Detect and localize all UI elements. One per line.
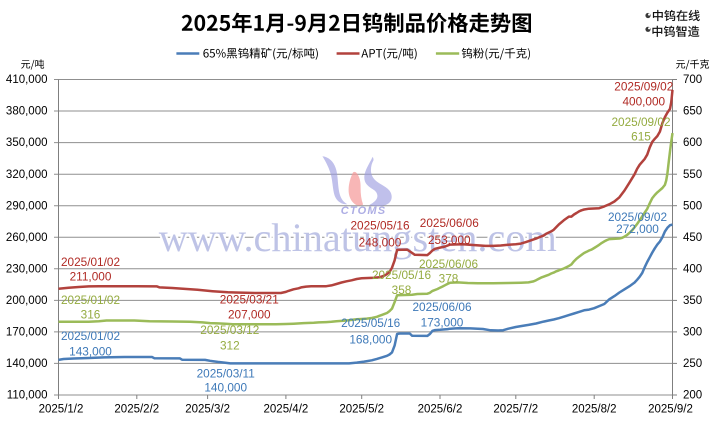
- svg-text:272,000: 272,000: [616, 222, 659, 236]
- svg-text:2025/2/2: 2025/2/2: [114, 404, 159, 416]
- svg-text:www.chinatungsten.com: www.chinatungsten.com: [159, 215, 557, 260]
- svg-text:700: 700: [683, 74, 702, 86]
- svg-text:2025/5/2: 2025/5/2: [339, 404, 384, 416]
- svg-text:2025/7/2: 2025/7/2: [493, 404, 538, 416]
- svg-text:550: 550: [683, 169, 702, 181]
- svg-text:2025/05/16: 2025/05/16: [350, 218, 409, 232]
- svg-text:2025/06/06: 2025/06/06: [419, 257, 478, 271]
- svg-text:300: 300: [683, 327, 702, 339]
- svg-text:2025/4/2: 2025/4/2: [264, 404, 309, 416]
- svg-text:200,000: 200,000: [6, 295, 48, 307]
- svg-text:316: 316: [81, 308, 101, 322]
- svg-text:2025/03/21: 2025/03/21: [220, 293, 279, 307]
- svg-text:CTOMS: CTOMS: [341, 205, 387, 217]
- svg-text:2025/9/2: 2025/9/2: [648, 404, 693, 416]
- svg-text:2025/09/02: 2025/09/02: [614, 79, 673, 93]
- svg-text:2025/03/11: 2025/03/11: [197, 367, 255, 381]
- svg-text:378: 378: [439, 271, 459, 285]
- svg-text:358: 358: [392, 283, 412, 297]
- svg-text:140,000: 140,000: [204, 380, 247, 394]
- svg-text:2025/05/16: 2025/05/16: [341, 316, 400, 330]
- svg-text:650: 650: [683, 106, 702, 118]
- svg-text:253,000: 253,000: [428, 233, 471, 247]
- svg-text:140,000: 140,000: [6, 358, 48, 370]
- svg-text:211,000: 211,000: [70, 270, 112, 284]
- svg-text:2025/6/2: 2025/6/2: [418, 404, 463, 416]
- svg-text:350: 350: [683, 295, 702, 307]
- svg-text:380,000: 380,000: [6, 106, 48, 118]
- svg-text:312: 312: [220, 338, 240, 352]
- svg-text:248,000: 248,000: [359, 235, 402, 249]
- svg-text:400,000: 400,000: [622, 95, 665, 109]
- svg-text:450: 450: [683, 232, 702, 244]
- svg-text:400: 400: [683, 263, 702, 275]
- svg-text:230,000: 230,000: [6, 263, 48, 275]
- svg-text:207,000: 207,000: [228, 307, 271, 321]
- svg-text:2025/03/12: 2025/03/12: [200, 323, 259, 337]
- svg-text:500: 500: [683, 200, 702, 212]
- svg-text:143,000: 143,000: [69, 345, 112, 359]
- svg-text:2025/1/2: 2025/1/2: [39, 404, 84, 416]
- svg-text:2025/3/2: 2025/3/2: [185, 404, 230, 416]
- svg-text:260,000: 260,000: [6, 232, 48, 244]
- svg-text:410,000: 410,000: [6, 74, 48, 86]
- svg-text:173,000: 173,000: [421, 315, 464, 329]
- svg-text:2025/01/02: 2025/01/02: [61, 293, 120, 307]
- svg-text:2025/06/06: 2025/06/06: [412, 300, 471, 314]
- svg-text:2025/09/02: 2025/09/02: [611, 115, 670, 129]
- svg-text:2025/09/02: 2025/09/02: [608, 210, 667, 224]
- svg-text:110,000: 110,000: [7, 390, 48, 402]
- svg-text:320,000: 320,000: [6, 169, 48, 181]
- svg-text:2025/01/02: 2025/01/02: [61, 255, 120, 269]
- svg-text:250: 250: [683, 358, 702, 370]
- svg-text:350,000: 350,000: [6, 137, 48, 149]
- svg-text:2025/01/02: 2025/01/02: [61, 329, 120, 343]
- svg-text:600: 600: [683, 137, 702, 149]
- svg-text:168,000: 168,000: [349, 333, 392, 347]
- svg-text:2025/06/06: 2025/06/06: [420, 216, 479, 230]
- svg-text:170,000: 170,000: [6, 327, 48, 339]
- svg-text:200: 200: [683, 390, 702, 402]
- svg-text:2025/05/16: 2025/05/16: [372, 268, 431, 282]
- svg-text:615: 615: [631, 130, 651, 144]
- svg-text:2025/8/2: 2025/8/2: [572, 404, 617, 416]
- svg-text:290,000: 290,000: [6, 200, 48, 212]
